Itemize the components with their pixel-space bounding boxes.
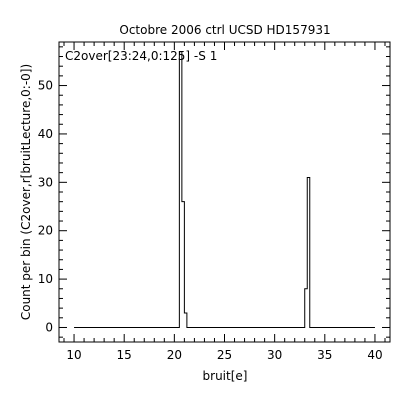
y-tick-label: 50 (38, 79, 53, 93)
y-tick-label: 30 (38, 175, 53, 189)
x-tick-label: 40 (367, 348, 382, 362)
y-axis-label: Count per bin (C2over,r[bruitLecture,0:-… (19, 64, 33, 320)
y-tick-label: 20 (38, 224, 53, 238)
x-tick-label: 35 (317, 348, 332, 362)
chart-title: Octobre 2006 ctrl UCSD HD157931 (119, 23, 330, 37)
plot-frame (58, 41, 391, 343)
chart-annotation: C2over[23:24,0:125] -S 1 (65, 49, 217, 63)
series-layer (74, 51, 375, 328)
y-tick-label: 0 (45, 320, 53, 334)
x-tick-label: 15 (117, 348, 132, 362)
x-axis-label: bruit[e] (203, 369, 248, 383)
x-tick-label: 30 (267, 348, 282, 362)
y-tick-label: 40 (38, 127, 53, 141)
x-tick-label: 10 (66, 348, 81, 362)
x-tick-label: 20 (167, 348, 182, 362)
axes-layer: 10 15 20 25 30 35 40 0 10 20 30 40 50 (38, 42, 390, 362)
histogram-line (74, 51, 375, 328)
y-tick-label: 10 (38, 272, 53, 286)
x-tick-label: 25 (217, 348, 232, 362)
